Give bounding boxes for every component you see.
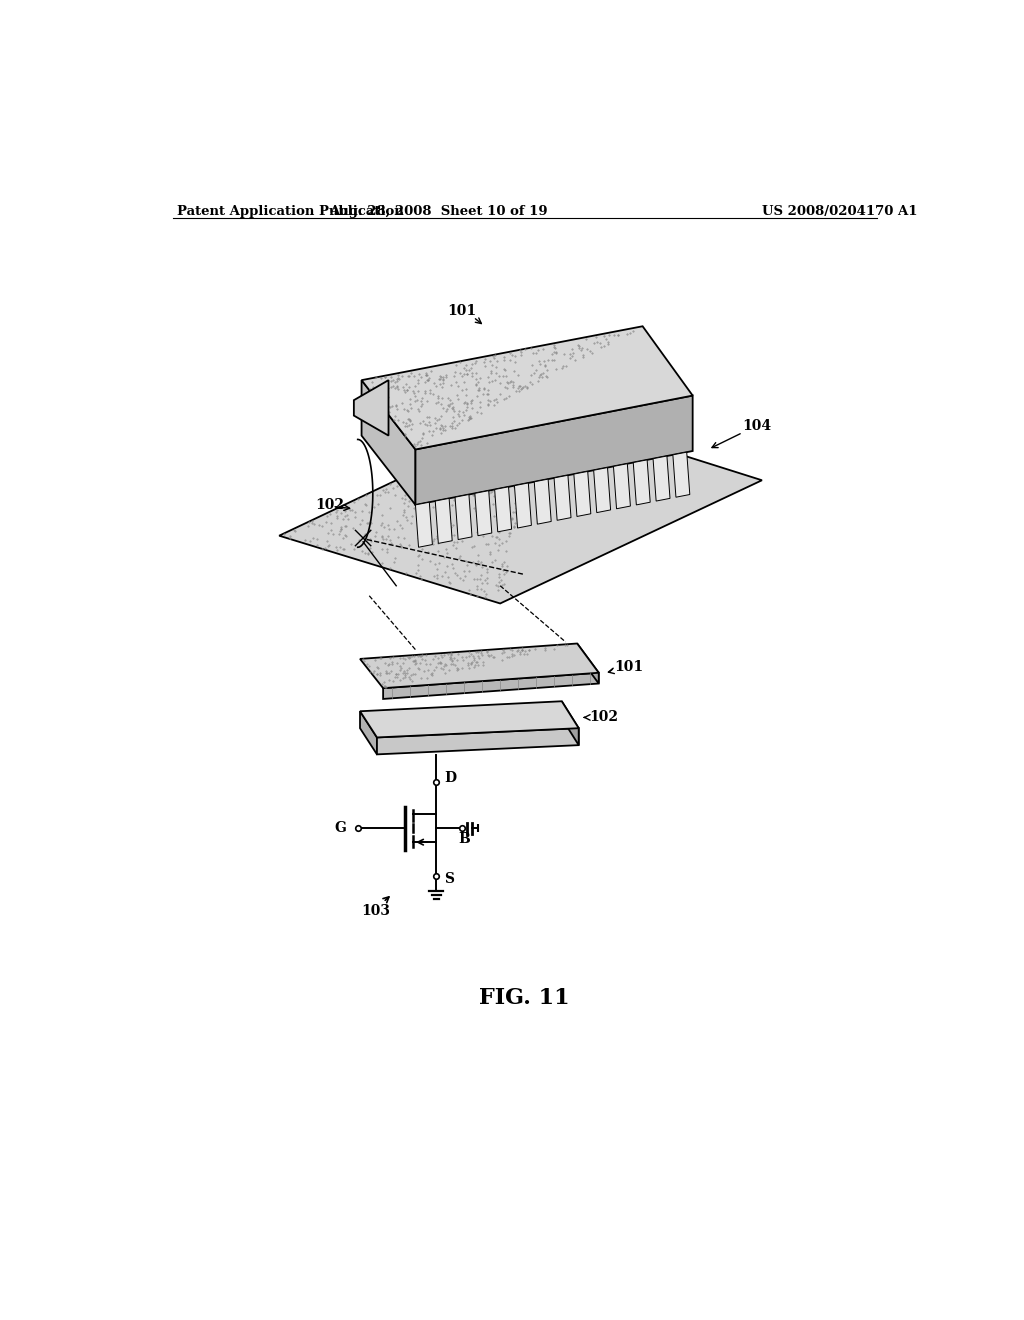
Polygon shape [360,644,599,688]
Polygon shape [455,495,472,540]
Text: 101: 101 [614,660,643,673]
Polygon shape [361,326,692,449]
Text: 102: 102 [315,498,344,512]
Text: Aug. 28, 2008  Sheet 10 of 19: Aug. 28, 2008 Sheet 10 of 19 [330,205,548,218]
Text: 103: 103 [360,904,390,919]
Text: 104: 104 [742,420,772,433]
Polygon shape [354,380,388,436]
Text: Patent Application Publication: Patent Application Publication [177,205,403,218]
Polygon shape [535,479,551,524]
Polygon shape [653,455,670,502]
Polygon shape [613,463,631,508]
Polygon shape [573,471,591,516]
Text: 102: 102 [590,710,618,725]
Polygon shape [475,491,492,536]
Polygon shape [416,502,432,548]
Polygon shape [383,673,599,700]
Polygon shape [377,729,579,755]
Polygon shape [361,380,416,506]
Polygon shape [360,711,377,755]
Text: US 2008/0204170 A1: US 2008/0204170 A1 [762,205,918,218]
Text: D: D [444,771,456,785]
Text: 101: 101 [447,304,476,318]
Text: B: B [458,832,470,846]
Polygon shape [435,499,453,544]
Polygon shape [280,411,762,603]
Polygon shape [495,487,512,532]
Text: S: S [444,873,454,886]
Polygon shape [594,467,610,512]
Polygon shape [360,701,579,738]
Text: G: G [334,821,346,836]
Polygon shape [562,701,579,744]
Polygon shape [633,459,650,506]
Polygon shape [514,483,531,528]
Polygon shape [554,475,571,520]
Text: FIG. 11: FIG. 11 [479,987,570,1008]
Polygon shape [416,396,692,506]
Polygon shape [673,453,690,498]
Polygon shape [578,644,599,684]
